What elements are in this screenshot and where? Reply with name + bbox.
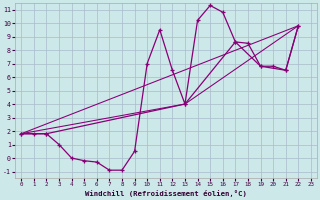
X-axis label: Windchill (Refroidissement éolien,°C): Windchill (Refroidissement éolien,°C) xyxy=(85,190,247,197)
